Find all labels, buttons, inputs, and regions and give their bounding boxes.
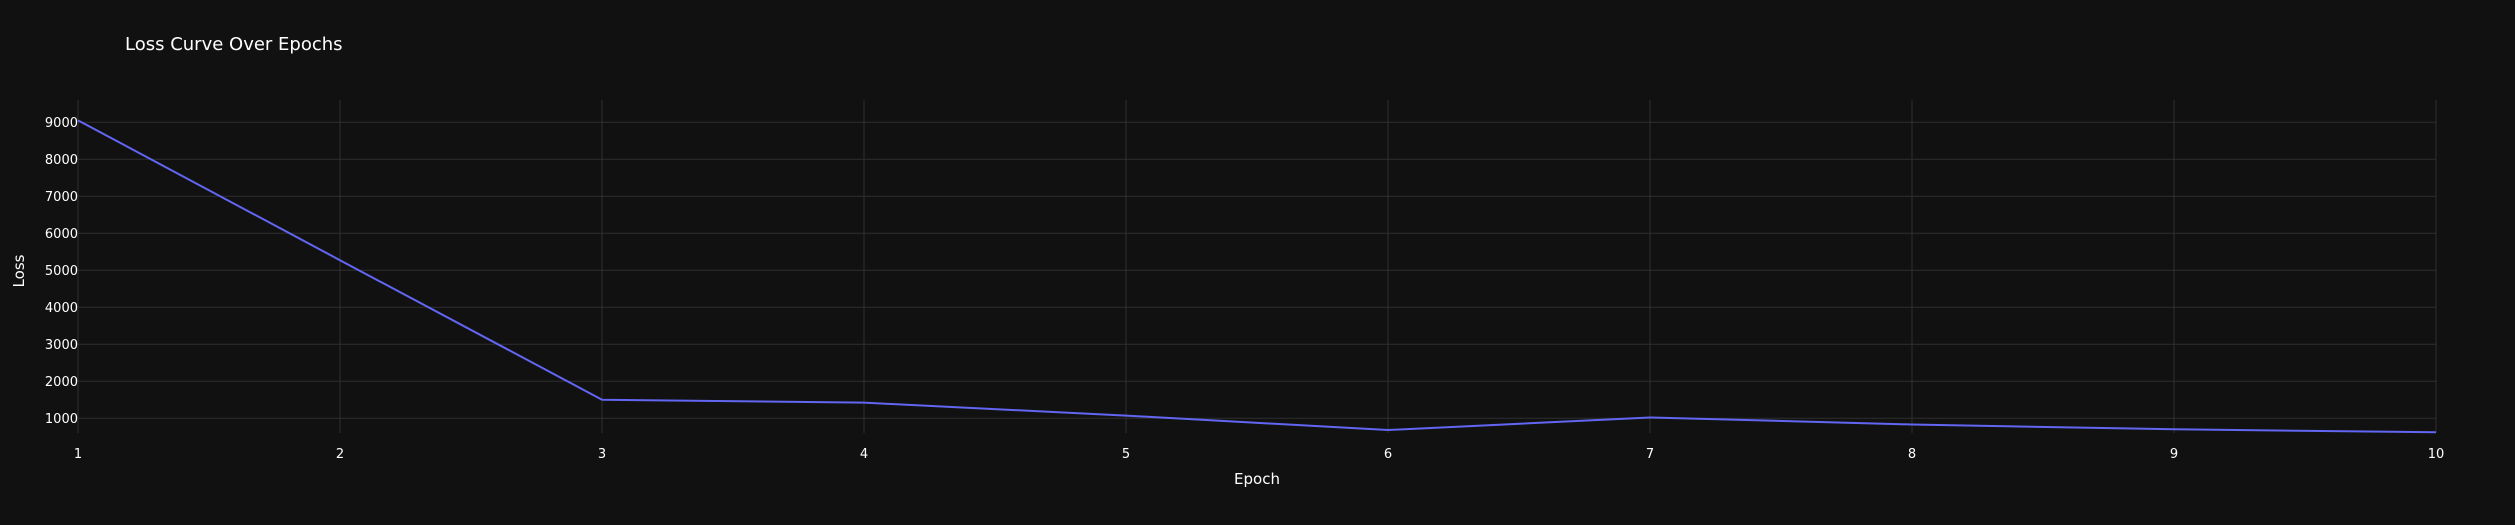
y-tick-label: 5000 — [45, 264, 78, 279]
x-tick-label: 3 — [598, 447, 606, 462]
x-axis-ticks: 1 2 3 4 5 6 7 8 9 10 — [74, 447, 2444, 462]
y-tick-label: 1000 — [45, 412, 78, 427]
y-tick-label: 6000 — [45, 227, 78, 242]
y-tick-label: 9000 — [45, 116, 78, 131]
x-tick-label: 4 — [860, 447, 868, 462]
x-tick-label: 5 — [1122, 447, 1130, 462]
loss-series-line — [77, 119, 2437, 434]
series-layer — [77, 119, 2437, 434]
x-tick-label: 9 — [2170, 447, 2178, 462]
y-tick-label: 4000 — [45, 301, 78, 316]
y-tick-label: 3000 — [45, 338, 78, 353]
y-tick-label: 8000 — [45, 153, 78, 168]
x-axis-label: Epoch — [1234, 470, 1280, 488]
x-tick-label: 6 — [1384, 447, 1392, 462]
x-tick-label: 2 — [336, 447, 344, 462]
y-tick-label: 2000 — [45, 375, 78, 390]
y-axis-label: Loss — [10, 254, 28, 287]
x-tick-label: 1 — [74, 447, 82, 462]
y-axis-ticks: 1000 2000 3000 4000 5000 6000 7000 8000 9000 — [45, 116, 78, 427]
chart-title: Loss Curve Over Epochs — [125, 34, 343, 55]
x-tick-label: 7 — [1646, 447, 1654, 462]
grid-layer — [77, 100, 2437, 433]
x-tick-label: 10 — [2428, 447, 2445, 462]
y-tick-label: 7000 — [45, 190, 78, 205]
x-tick-label: 8 — [1908, 447, 1916, 462]
